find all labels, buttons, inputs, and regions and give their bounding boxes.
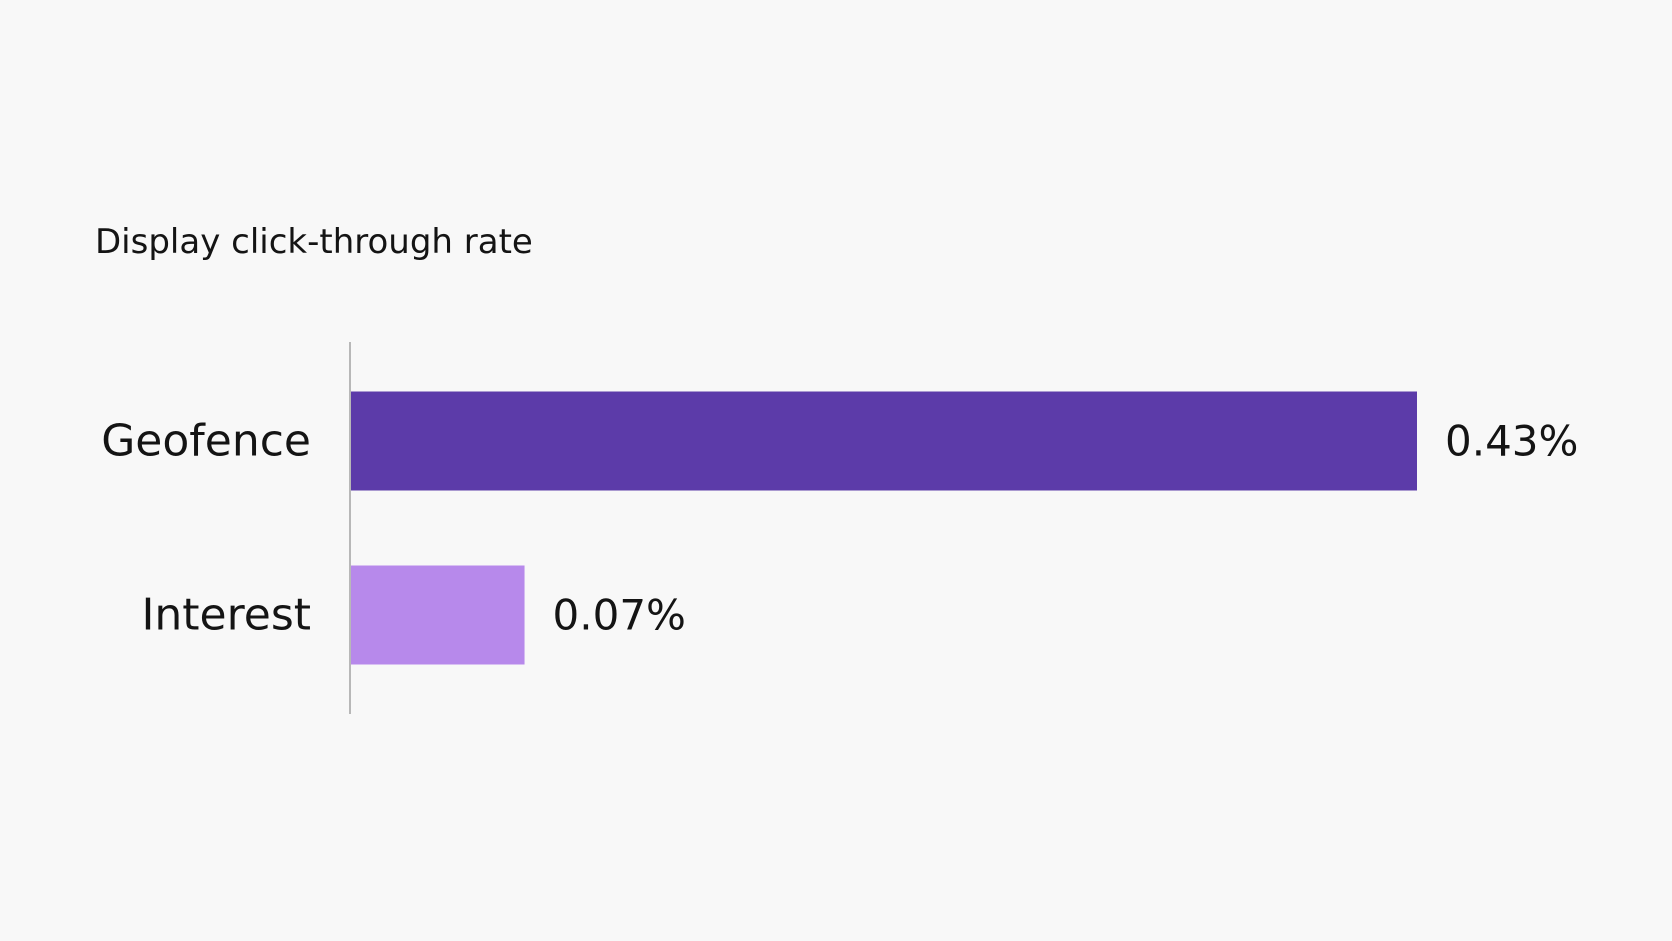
value-label-interest: 0.07% [553,591,686,640]
category-label-geofence: Geofence [101,416,311,467]
value-label-geofence: 0.43% [1445,417,1578,466]
bars-group: Geofence 0.43% Interest 0.07% [101,391,1578,665]
bar-interest [351,565,525,665]
category-label-interest: Interest [141,590,311,641]
bar-geofence [351,391,1417,491]
chart-title: Display click-through rate [95,222,533,262]
